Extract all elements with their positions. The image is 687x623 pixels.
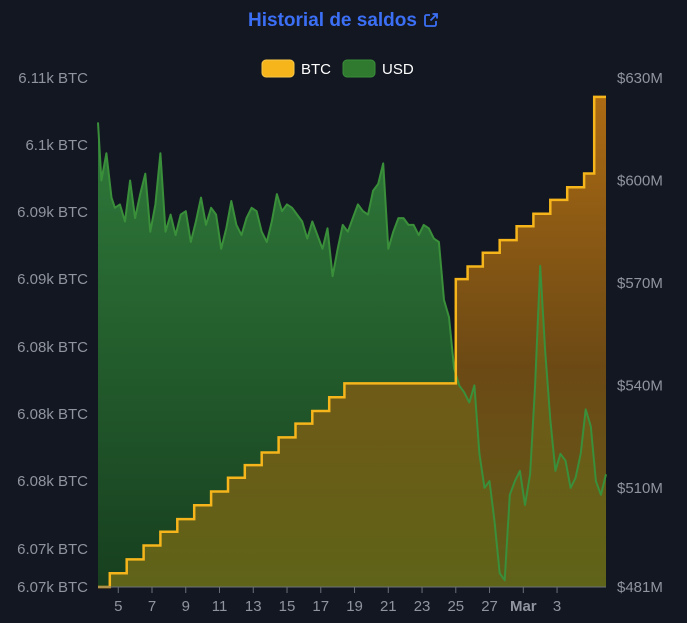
x-tick-label: Mar bbox=[510, 598, 537, 615]
x-tick-label: 25 bbox=[447, 598, 464, 615]
usd-series-line bbox=[97, 122, 607, 582]
legend-label-btc: BTC bbox=[301, 61, 331, 78]
y-left-tick-label: 6.09k BTC bbox=[17, 204, 88, 221]
btc-series-line bbox=[98, 95, 606, 589]
btc-area-fill bbox=[98, 96, 606, 588]
y-left-tick-label: 6.08k BTC bbox=[17, 339, 88, 356]
y-right-tick-label: $510M bbox=[617, 480, 663, 497]
x-axis: 5 7 9 11 13 15 17 19 21 23 25 27 Mar 3 bbox=[98, 586, 606, 615]
y-axis-left: 6.11k BTC 6.1k BTC 6.09k BTC 6.09k BTC 6.08k… bbox=[17, 70, 88, 596]
y-left-tick-label: 6.08k BTC bbox=[17, 406, 88, 423]
chart-title-link[interactable]: Historial de saldos bbox=[248, 10, 439, 31]
x-tick-label: 23 bbox=[414, 598, 431, 615]
y-right-tick-label: $481M bbox=[617, 579, 663, 596]
x-tick-label: 7 bbox=[148, 598, 156, 615]
x-tick-label: 9 bbox=[182, 598, 190, 615]
x-tick-label: 15 bbox=[279, 598, 296, 615]
x-tick-label: 13 bbox=[245, 598, 262, 615]
plot-area bbox=[97, 95, 607, 589]
y-left-tick-label: 6.1k BTC bbox=[25, 137, 88, 154]
x-tick-label: 21 bbox=[380, 598, 397, 615]
y-left-tick-label: 6.11k BTC bbox=[18, 70, 88, 87]
chart-title: Historial de saldos bbox=[248, 10, 417, 31]
legend-swatch-btc bbox=[261, 59, 295, 78]
external-link-icon[interactable] bbox=[423, 12, 439, 28]
title-wrap: Historial de saldos bbox=[0, 10, 687, 32]
y-left-tick-label: 6.08k BTC bbox=[17, 473, 88, 490]
x-tick-label: 27 bbox=[481, 598, 498, 615]
y-axis-right: $630M $600M $570M $540M $510M $481M bbox=[617, 70, 663, 596]
y-left-tick-label: 6.07k BTC bbox=[17, 541, 88, 558]
y-right-tick-label: $540M bbox=[617, 377, 663, 394]
y-right-tick-label: $600M bbox=[617, 172, 663, 189]
x-tick-label: 11 bbox=[212, 598, 228, 615]
legend-label-usd: USD bbox=[382, 61, 414, 78]
x-tick-label: 3 bbox=[553, 598, 561, 615]
x-tick-label: 19 bbox=[346, 598, 363, 615]
y-left-tick-label: 6.09k BTC bbox=[17, 271, 88, 288]
y-right-tick-label: $570M bbox=[617, 275, 663, 292]
legend: BTC USD bbox=[261, 59, 414, 78]
y-right-tick-label: $630M bbox=[617, 70, 663, 87]
x-tick-label: 17 bbox=[312, 598, 329, 615]
x-tick-label: 5 bbox=[114, 598, 122, 615]
y-left-tick-label: 6.07k BTC bbox=[17, 579, 88, 596]
legend-swatch-usd bbox=[342, 59, 376, 78]
